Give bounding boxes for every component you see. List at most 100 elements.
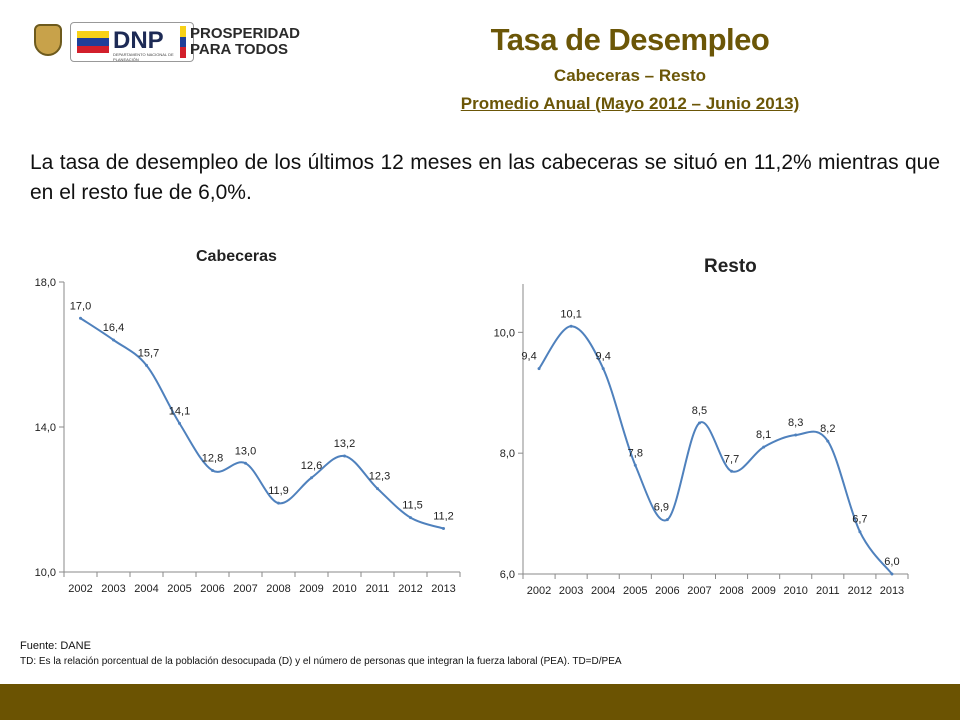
data-label: 11,2 [433,511,454,523]
data-label: 12,8 [202,453,223,465]
dnp-logo-subtext: DEPARTAMENTO NACIONAL DE PLANEACIÓN [113,52,174,62]
data-point [376,487,379,491]
x-tick-label: 2008 [719,585,743,597]
x-tick-label: 2005 [167,583,191,595]
prosperidad-line2: PARA TODOS [190,41,289,58]
data-label: 13,0 [235,445,256,457]
data-point [890,572,894,576]
data-point [569,324,573,328]
chart-title-cabeceras: Cabeceras [196,248,277,265]
data-point [145,363,148,367]
x-tick-label: 2002 [68,583,92,595]
chart-resto: 6,0 8,0 10,0 2002 2003 2004 2005 2006 2007 2008 20… [494,284,909,597]
x-tick-label: 2012 [848,585,872,597]
page-title: Tasa de Desempleo [490,22,770,57]
data-label: 9,4 [521,351,536,363]
data-point [310,476,313,480]
x-tick-label: 2013 [880,585,904,597]
y-tick-label: 10,0 [35,567,56,579]
bottom-band [0,684,960,720]
x-tick-label: 2003 [101,583,125,595]
data-point [858,530,862,534]
x-tick-label: 2011 [366,583,390,595]
prosperidad-line1: PROSPERIDAD [190,25,301,42]
data-point [211,469,214,472]
data-label: 8,5 [692,405,707,417]
data-point [244,461,247,465]
data-point [343,454,346,458]
data-point [178,421,181,425]
chart-cabeceras: 10,0 14,0 18,0 2002 2003 2004 2005 2006 2007 2008… [35,277,461,595]
data-label: 10,1 [560,308,581,320]
page-subtitle: Cabeceras – Resto [553,66,707,85]
data-point [537,367,541,371]
data-label: 12,6 [301,460,322,472]
prosperidad-logo: PROSPERIDAD PARA TODOS [180,24,300,62]
data-label: 11,5 [402,500,423,512]
x-tick-label: 2007 [233,583,257,595]
dnp-logo: DNP DEPARTAMENTO NACIONAL DE PLANEACIÓN [70,22,194,62]
x-tick-label: 2006 [655,585,679,597]
x-tick-label: 2003 [559,585,583,597]
y-tick-label: 8,0 [500,448,515,460]
dnp-logo-text: DNP [113,27,164,54]
x-tick-label: 2010 [332,583,356,595]
x-tick-label: 2005 [623,585,647,597]
x-tick-label: 2006 [200,583,224,595]
data-point [826,439,830,443]
x-tick-label: 2002 [527,585,551,597]
data-point [633,463,637,467]
summary-text: La tasa de desempleo de los últimos 12 m… [30,151,940,204]
y-tick-label: 18,0 [35,277,56,289]
x-tick-label: 2008 [266,583,290,595]
data-point [409,516,412,520]
data-label: 16,4 [103,322,124,334]
chart-title-resto: Resto [704,256,757,277]
data-label: 13,2 [334,438,355,450]
series-line [538,325,893,575]
data-point [794,433,798,437]
data-point [442,527,445,530]
data-point [665,518,669,522]
data-label: 7,7 [724,453,739,465]
data-label: 12,3 [369,471,390,483]
y-tick-label: 14,0 [35,422,56,434]
data-label: 14,1 [169,405,190,417]
y-tick-label: 6,0 [500,569,515,581]
logos: DNP DEPARTAMENTO NACIONAL DE PLANEACIÓN … [30,18,300,66]
data-label: 8,3 [788,417,803,429]
data-label: 6,7 [852,514,867,526]
x-tick-label: 2010 [783,585,807,597]
source-note: Fuente: DANE [20,640,91,652]
data-label: 7,8 [628,447,643,459]
x-tick-label: 2012 [398,583,422,595]
data-point [601,367,605,371]
data-label: 11,9 [268,485,289,497]
data-point [112,338,115,342]
x-tick-label: 2011 [816,585,840,597]
data-label: 6,0 [884,556,899,568]
data-label: 15,7 [138,347,159,359]
data-point [697,421,701,425]
data-point [762,445,766,449]
x-tick-label: 2004 [134,583,158,595]
series-line [79,317,444,530]
data-label: 6,9 [654,502,669,514]
data-label: 17,0 [70,300,91,312]
data-label: 8,2 [820,423,835,435]
data-point [79,316,82,320]
x-tick-label: 2007 [687,585,711,597]
data-point [730,469,734,473]
data-label: 8,1 [756,429,771,441]
x-tick-label: 2013 [431,583,455,595]
colombia-flag-icon [77,31,109,53]
y-tick-label: 10,0 [494,327,515,339]
colombia-coat-of-arms-icon [34,24,62,56]
data-point [277,501,280,505]
page-period: Promedio Anual (Mayo 2012 – Junio 2013) [460,94,800,113]
data-label: 9,4 [596,351,611,363]
x-tick-label: 2009 [299,583,323,595]
tricolor-bar-icon [180,26,186,58]
x-tick-label: 2004 [591,585,615,597]
definition-note: TD: Es la relación porcentual de la pobl… [20,656,622,667]
